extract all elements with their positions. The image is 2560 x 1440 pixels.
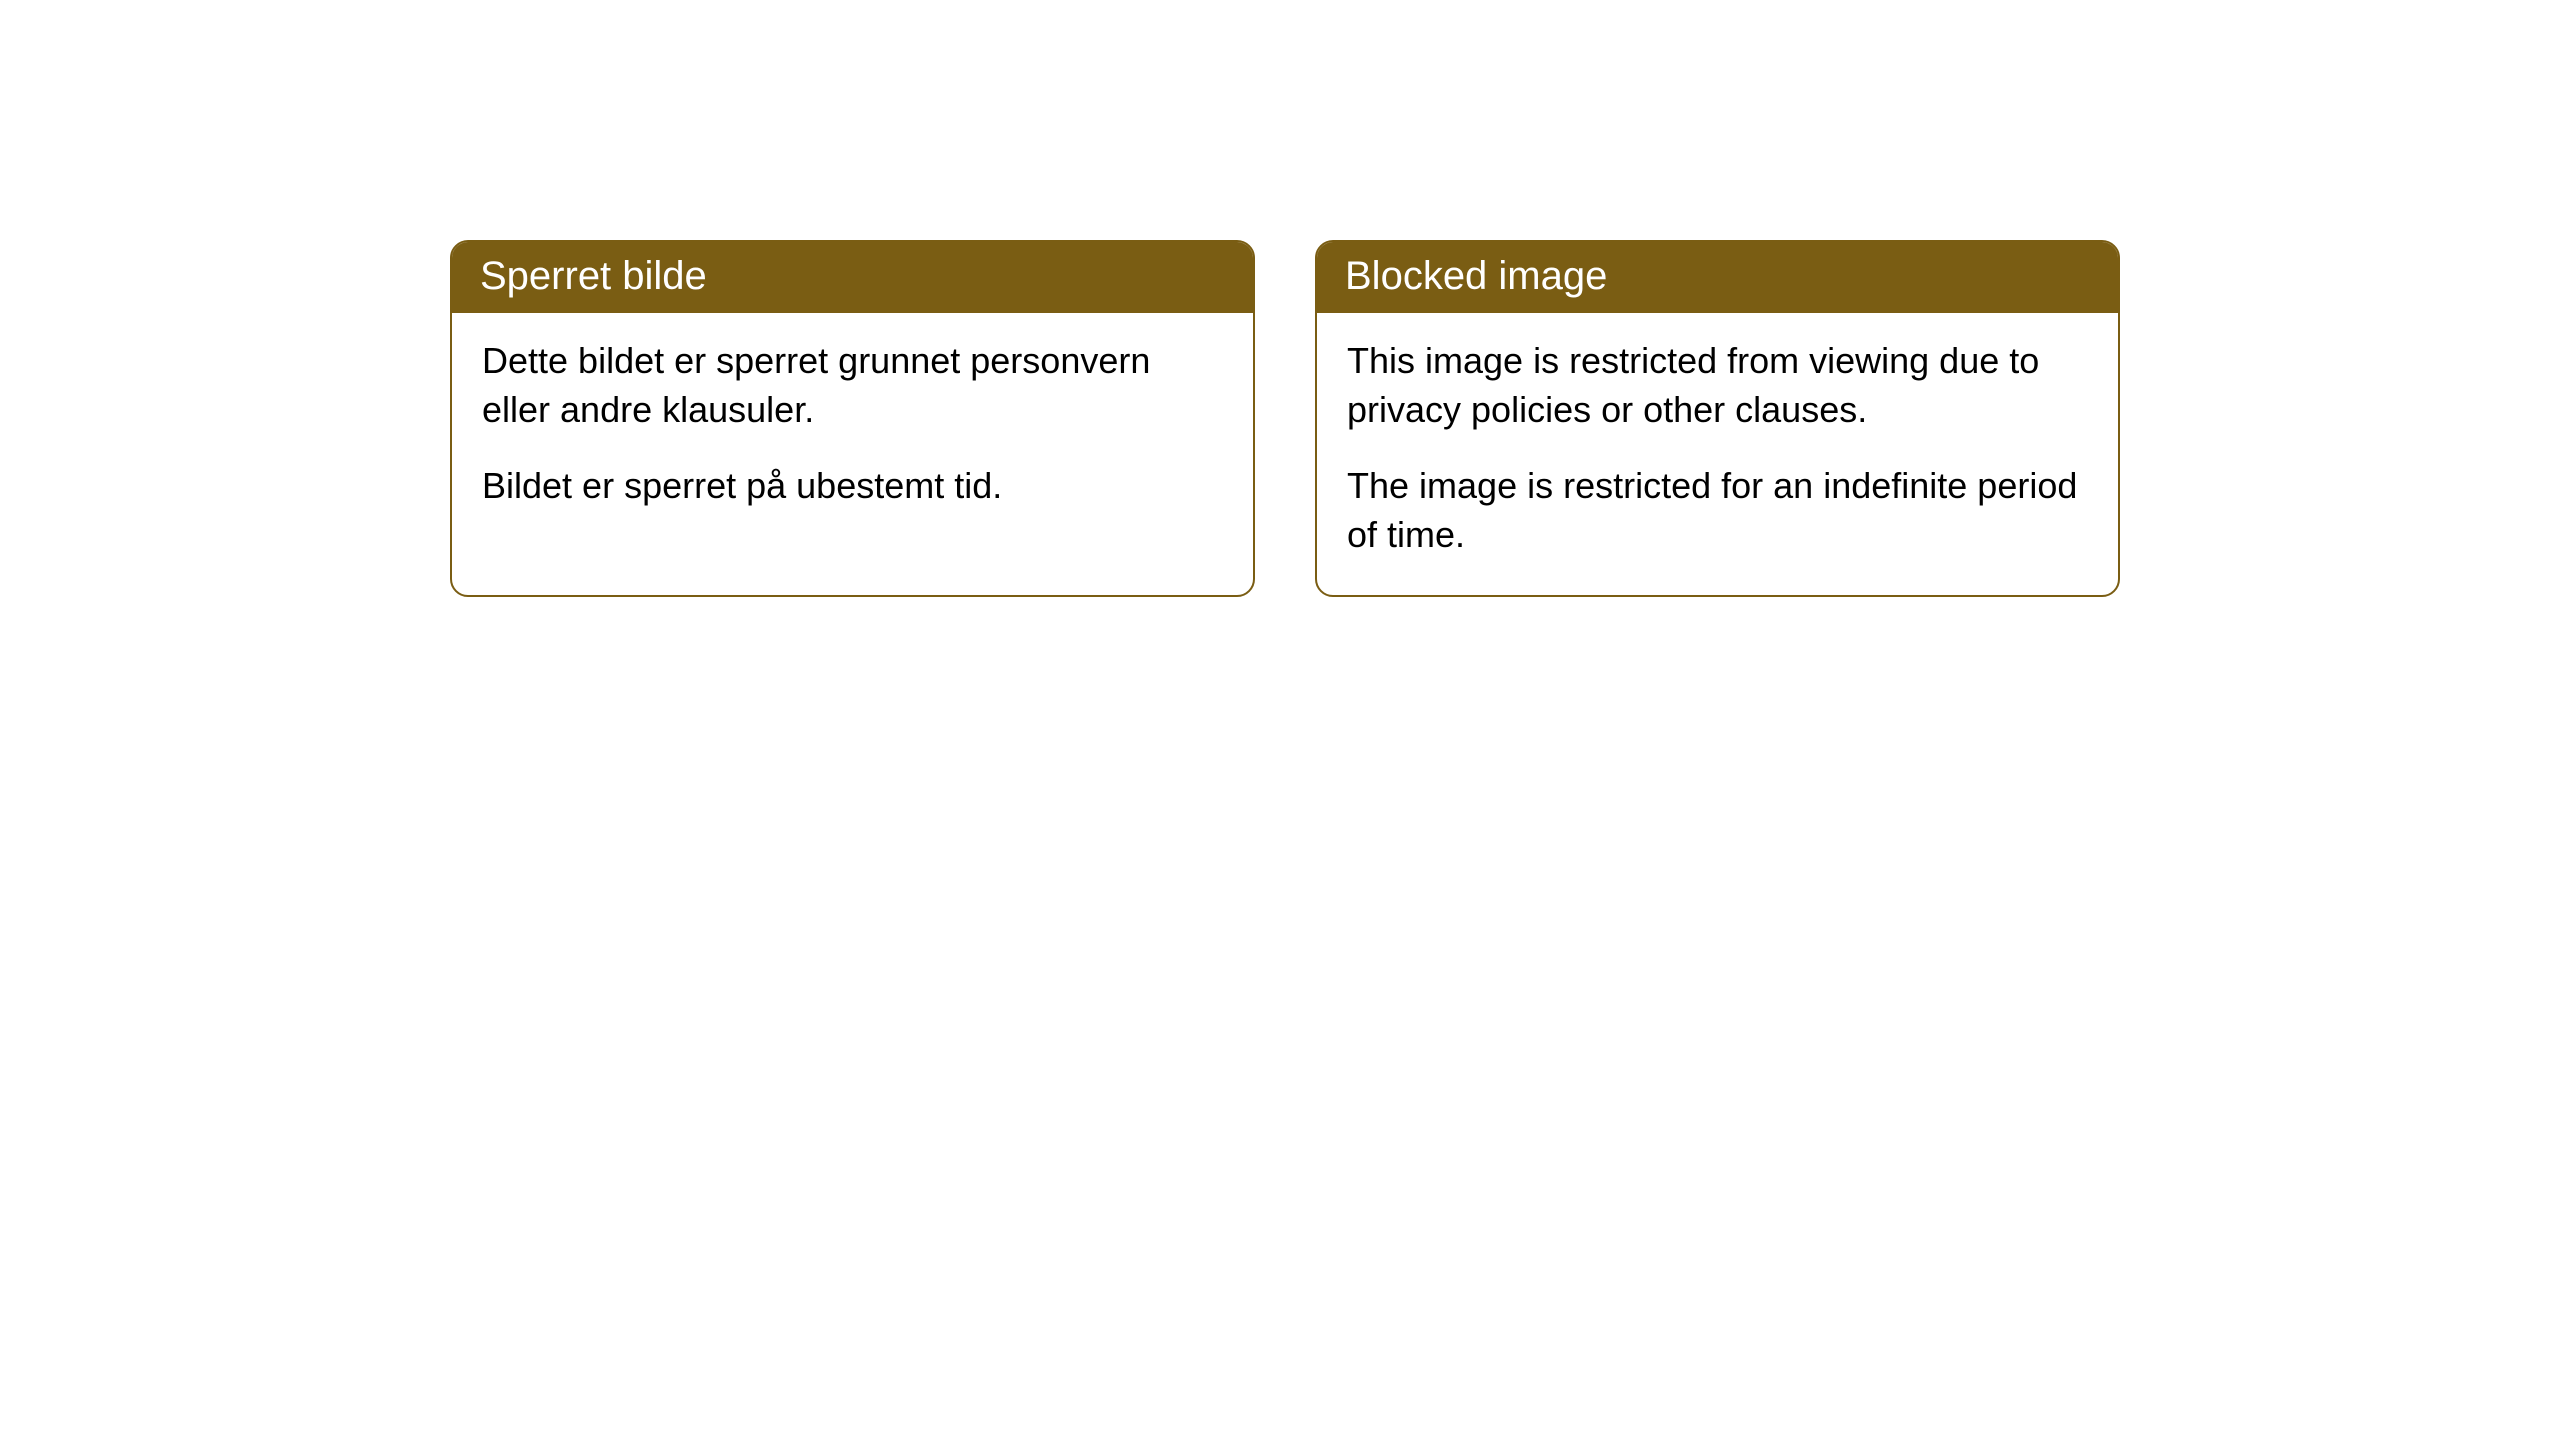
card-paragraph-1-en: This image is restricted from viewing du… <box>1347 337 2088 434</box>
card-container: Sperret bilde Dette bildet er sperret gr… <box>450 240 2120 597</box>
card-body-no: Dette bildet er sperret grunnet personve… <box>452 313 1253 547</box>
blocked-image-card-no: Sperret bilde Dette bildet er sperret gr… <box>450 240 1255 597</box>
card-header-en: Blocked image <box>1317 242 2118 313</box>
card-header-no: Sperret bilde <box>452 242 1253 313</box>
card-paragraph-2-en: The image is restricted for an indefinit… <box>1347 462 2088 559</box>
card-paragraph-1-no: Dette bildet er sperret grunnet personve… <box>482 337 1223 434</box>
card-paragraph-2-no: Bildet er sperret på ubestemt tid. <box>482 462 1223 511</box>
blocked-image-card-en: Blocked image This image is restricted f… <box>1315 240 2120 597</box>
card-body-en: This image is restricted from viewing du… <box>1317 313 2118 595</box>
